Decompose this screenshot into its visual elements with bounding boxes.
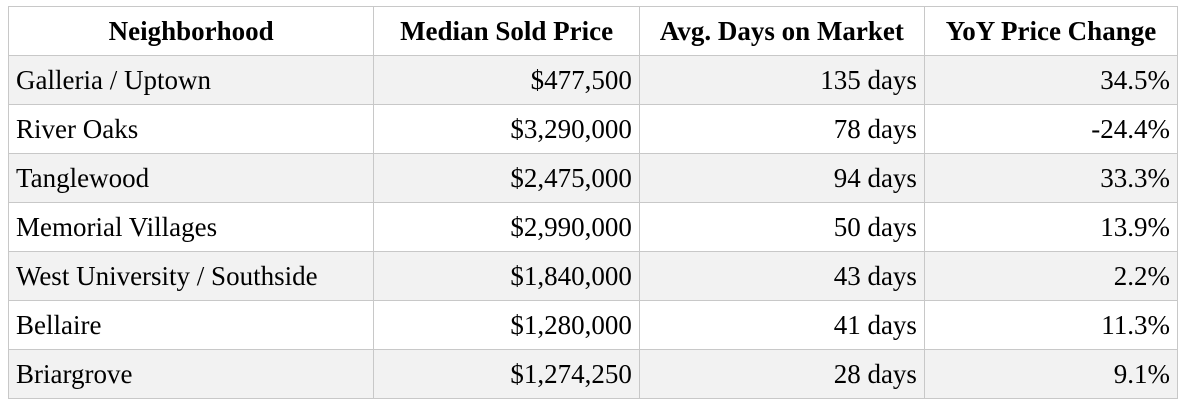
cell-neighborhood: Bellaire: [7, 300, 375, 350]
header-neighborhood: Neighborhood: [7, 6, 375, 56]
cell-median-price: $2,990,000: [373, 202, 640, 252]
cell-neighborhood: Briargrove: [7, 349, 375, 399]
cell-days-on-market: 43 days: [638, 251, 925, 301]
cell-days-on-market: 135 days: [638, 55, 925, 105]
table-body: Galleria / Uptown $477,500 135 days 34.5…: [7, 55, 1178, 399]
cell-yoy-change: 2.2%: [923, 251, 1178, 301]
cell-yoy-change: 11.3%: [923, 300, 1178, 350]
table-container: Neighborhood Median Sold Price Avg. Days…: [7, 6, 1178, 399]
cell-yoy-change: 9.1%: [923, 349, 1178, 399]
cell-median-price: $2,475,000: [373, 153, 640, 203]
cell-yoy-change: 34.5%: [923, 55, 1178, 105]
cell-neighborhood: River Oaks: [7, 104, 375, 154]
cell-days-on-market: 78 days: [638, 104, 925, 154]
table-row: West University / Southside $1,840,000 4…: [7, 251, 1178, 301]
cell-neighborhood: Tanglewood: [7, 153, 375, 203]
cell-yoy-change: 13.9%: [923, 202, 1178, 252]
header-yoy-price-change: YoY Price Change: [923, 6, 1178, 56]
table-row: Briargrove $1,274,250 28 days 9.1%: [7, 349, 1178, 399]
cell-yoy-change: -24.4%: [923, 104, 1178, 154]
table-row: River Oaks $3,290,000 78 days -24.4%: [7, 104, 1178, 154]
cell-neighborhood: Galleria / Uptown: [7, 55, 375, 105]
cell-median-price: $3,290,000: [373, 104, 640, 154]
table-row: Bellaire $1,280,000 41 days 11.3%: [7, 300, 1178, 350]
cell-yoy-change: 33.3%: [923, 153, 1178, 203]
cell-median-price: $1,280,000: [373, 300, 640, 350]
cell-median-price: $477,500: [373, 55, 640, 105]
cell-median-price: $1,840,000: [373, 251, 640, 301]
table-row: Galleria / Uptown $477,500 135 days 34.5…: [7, 55, 1178, 105]
header-row: Neighborhood Median Sold Price Avg. Days…: [7, 6, 1178, 56]
header-median-sold-price: Median Sold Price: [373, 6, 640, 56]
table-row: Tanglewood $2,475,000 94 days 33.3%: [7, 153, 1178, 203]
cell-days-on-market: 28 days: [638, 349, 925, 399]
cell-days-on-market: 94 days: [638, 153, 925, 203]
cell-days-on-market: 50 days: [638, 202, 925, 252]
table-header: Neighborhood Median Sold Price Avg. Days…: [7, 6, 1178, 56]
cell-neighborhood: Memorial Villages: [7, 202, 375, 252]
cell-days-on-market: 41 days: [638, 300, 925, 350]
cell-neighborhood: West University / Southside: [7, 251, 375, 301]
cell-median-price: $1,274,250: [373, 349, 640, 399]
neighborhood-table: Neighborhood Median Sold Price Avg. Days…: [7, 6, 1178, 399]
table-row: Memorial Villages $2,990,000 50 days 13.…: [7, 202, 1178, 252]
header-avg-days-on-market: Avg. Days on Market: [638, 6, 925, 56]
